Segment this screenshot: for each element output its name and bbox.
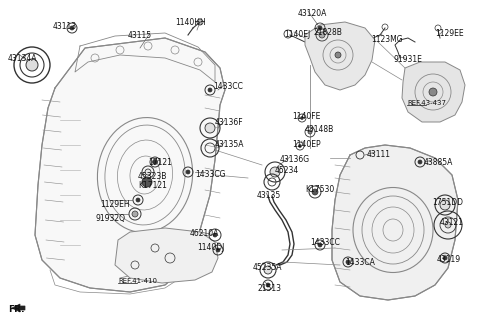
Text: 1140EP: 1140EP xyxy=(292,140,321,149)
Text: 43134A: 43134A xyxy=(8,54,37,63)
Polygon shape xyxy=(12,304,25,312)
Text: 46210A: 46210A xyxy=(190,229,219,238)
Circle shape xyxy=(445,222,451,228)
Polygon shape xyxy=(332,145,458,300)
Circle shape xyxy=(205,123,215,133)
Circle shape xyxy=(418,160,422,164)
Text: 1140DJ: 1140DJ xyxy=(197,243,224,252)
Circle shape xyxy=(299,145,301,147)
Text: 43885A: 43885A xyxy=(424,158,454,167)
Text: 43115: 43115 xyxy=(128,31,152,40)
Text: 1129EE: 1129EE xyxy=(435,29,464,38)
Circle shape xyxy=(153,159,157,165)
Text: 43119: 43119 xyxy=(437,255,461,264)
Text: 45323B: 45323B xyxy=(138,172,168,181)
Polygon shape xyxy=(35,38,225,292)
Text: 1751DD: 1751DD xyxy=(432,198,463,207)
Circle shape xyxy=(300,117,303,119)
Circle shape xyxy=(308,130,312,134)
Text: K17121: K17121 xyxy=(138,181,167,190)
Text: 43135A: 43135A xyxy=(215,140,244,149)
Circle shape xyxy=(429,88,437,96)
Polygon shape xyxy=(305,22,375,90)
Circle shape xyxy=(264,266,272,274)
Text: 1129EH: 1129EH xyxy=(100,200,130,209)
Text: 43135: 43135 xyxy=(257,191,281,200)
Polygon shape xyxy=(115,228,218,283)
Circle shape xyxy=(346,260,350,264)
Circle shape xyxy=(208,88,212,92)
Text: 91931E: 91931E xyxy=(393,55,422,64)
Text: 43120A: 43120A xyxy=(298,9,327,18)
Text: 1433CC: 1433CC xyxy=(213,82,243,91)
Circle shape xyxy=(132,211,138,217)
Circle shape xyxy=(335,52,341,58)
Text: 91932Q: 91932Q xyxy=(96,214,126,223)
Circle shape xyxy=(318,243,322,247)
Text: 1123MG: 1123MG xyxy=(371,35,403,44)
Text: 21513: 21513 xyxy=(258,284,282,293)
Text: FR.: FR. xyxy=(8,305,24,314)
Text: 1433CG: 1433CG xyxy=(195,170,226,179)
Text: 1140HH: 1140HH xyxy=(175,18,206,27)
Text: 43136F: 43136F xyxy=(215,118,244,127)
Circle shape xyxy=(216,248,220,252)
Text: REF.43-437: REF.43-437 xyxy=(407,100,446,106)
Text: 1433CA: 1433CA xyxy=(345,258,375,267)
Circle shape xyxy=(186,170,190,174)
Circle shape xyxy=(312,189,318,195)
Circle shape xyxy=(145,169,151,175)
Circle shape xyxy=(26,59,38,71)
Circle shape xyxy=(318,26,322,30)
Circle shape xyxy=(266,283,270,287)
Text: K17530: K17530 xyxy=(305,185,334,194)
Circle shape xyxy=(440,200,450,210)
Polygon shape xyxy=(402,62,465,122)
Text: 1140EJ: 1140EJ xyxy=(284,30,310,39)
Text: 45234: 45234 xyxy=(275,166,299,175)
Circle shape xyxy=(70,26,74,30)
Text: 43121: 43121 xyxy=(440,218,464,227)
Text: 45235A: 45235A xyxy=(253,263,283,272)
Text: 43113: 43113 xyxy=(53,22,77,31)
Text: 43136G: 43136G xyxy=(280,155,310,164)
Circle shape xyxy=(270,167,280,177)
Circle shape xyxy=(319,32,325,38)
Circle shape xyxy=(142,177,152,187)
Circle shape xyxy=(136,198,140,202)
Text: 43148B: 43148B xyxy=(305,125,334,134)
Circle shape xyxy=(443,256,447,260)
Text: 1140FE: 1140FE xyxy=(292,112,320,121)
Text: 21828B: 21828B xyxy=(314,28,343,37)
Text: 43111: 43111 xyxy=(367,150,391,159)
Circle shape xyxy=(213,233,217,237)
Text: REF.41-410: REF.41-410 xyxy=(118,278,157,284)
Text: 17121: 17121 xyxy=(148,158,172,167)
Text: 1433CC: 1433CC xyxy=(310,238,340,247)
